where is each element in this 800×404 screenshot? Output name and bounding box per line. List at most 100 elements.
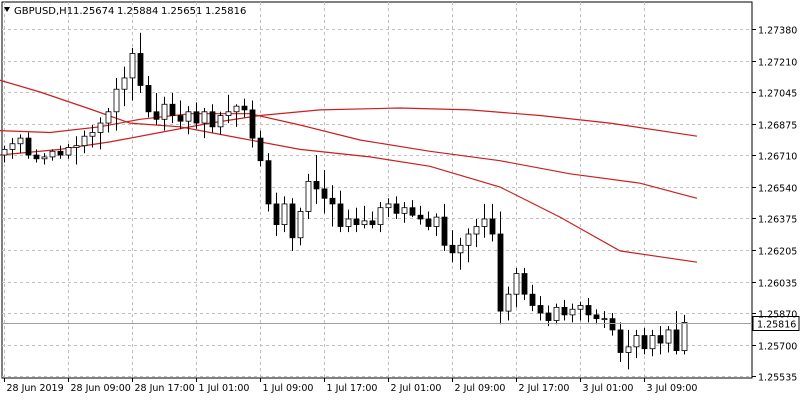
candle-body xyxy=(97,122,104,133)
candle xyxy=(129,47,136,101)
candle xyxy=(25,132,32,159)
candle-body xyxy=(289,203,296,239)
header-open: 1.25674 xyxy=(73,6,114,17)
candle xyxy=(361,205,368,229)
candle xyxy=(57,145,64,159)
y-tick-label: 1.25700 xyxy=(758,342,797,353)
candle-body xyxy=(489,218,496,235)
candle-body xyxy=(449,244,456,254)
header-symbol: GBPUSD,H1 xyxy=(14,6,73,17)
candle-body xyxy=(481,218,488,227)
candle-body xyxy=(73,145,80,148)
candle-body xyxy=(529,293,536,306)
candle xyxy=(145,76,152,118)
candle xyxy=(585,297,592,323)
candle xyxy=(521,267,528,300)
candle-body xyxy=(225,111,232,116)
candle xyxy=(625,329,632,370)
candle-body xyxy=(201,111,208,124)
y-tick-label: 1.26540 xyxy=(758,184,797,195)
candle xyxy=(473,218,480,248)
candle-body xyxy=(65,147,72,156)
candle xyxy=(569,303,576,323)
candle xyxy=(225,94,232,124)
candle xyxy=(481,203,488,238)
y-tick-label: 1.27380 xyxy=(758,26,797,37)
candle xyxy=(561,299,568,321)
candle xyxy=(265,153,272,212)
y-tick-label: 1.25870 xyxy=(758,310,797,321)
candle xyxy=(681,314,688,355)
candle-body xyxy=(505,293,512,312)
x-tick-label: 28 Jun 17:00 xyxy=(135,383,195,394)
candle xyxy=(441,203,448,251)
candle-body xyxy=(385,203,392,209)
candle-body xyxy=(633,335,640,348)
candle-body xyxy=(41,156,48,160)
candle-body xyxy=(457,244,464,254)
candle-body xyxy=(329,197,336,205)
y-tick-label: 1.27045 xyxy=(758,89,797,100)
candle xyxy=(97,117,104,150)
x-tick-label: 2 Jul 17:00 xyxy=(519,383,570,394)
x-tick-label: 3 Jul 09:00 xyxy=(647,383,698,394)
candle-body xyxy=(17,137,24,145)
candle-body xyxy=(617,329,624,353)
candle xyxy=(489,203,496,242)
candle-body xyxy=(217,115,224,128)
candle xyxy=(113,77,120,131)
x-tick-label: 1 Jul 01:00 xyxy=(199,383,250,394)
candle-body xyxy=(137,53,144,86)
candle xyxy=(33,149,40,163)
candle xyxy=(465,228,472,263)
candle-body xyxy=(665,329,672,344)
candle xyxy=(273,192,280,236)
candle-body xyxy=(105,111,112,124)
candle-body xyxy=(9,143,16,150)
candle xyxy=(545,305,552,327)
candle-body xyxy=(305,180,312,212)
candle xyxy=(457,237,464,270)
candle-body xyxy=(425,218,432,227)
candle-body xyxy=(81,135,88,147)
candle xyxy=(161,96,168,131)
candle-body xyxy=(417,214,424,220)
candle-body xyxy=(369,220,376,226)
y-tick-label: 1.26710 xyxy=(758,152,797,163)
candle-body xyxy=(577,305,584,310)
candle xyxy=(1,145,8,163)
candle xyxy=(337,190,344,233)
candle xyxy=(313,155,320,204)
candle-body xyxy=(601,318,608,321)
candle-body xyxy=(465,233,472,246)
candle xyxy=(41,153,48,165)
candle xyxy=(673,311,680,355)
candle-body xyxy=(497,233,504,312)
candle-body xyxy=(625,346,632,353)
x-tick-label: 28 Jun 09:00 xyxy=(71,383,131,394)
y-tick-label: 1.25535 xyxy=(758,373,797,384)
candle xyxy=(609,313,616,336)
candle xyxy=(553,303,560,325)
candle xyxy=(217,111,224,135)
candle-body xyxy=(249,109,256,139)
header-arrow-icon xyxy=(4,7,10,12)
candle-body xyxy=(473,226,480,235)
candle-body xyxy=(257,137,264,162)
candle xyxy=(137,32,144,93)
candle xyxy=(81,130,88,154)
candle-body xyxy=(377,207,384,226)
candle-body xyxy=(441,216,448,246)
candle xyxy=(201,108,208,139)
x-axis: 28 Jun 2019 28 Jun 09:00 28 Jun 17:00 1 Jul… xyxy=(4,378,698,394)
candle-body xyxy=(513,273,520,295)
candle xyxy=(89,124,96,148)
candle-body xyxy=(25,137,32,156)
candle-body xyxy=(313,180,320,190)
candle xyxy=(177,100,184,129)
candle xyxy=(497,211,504,325)
grid xyxy=(1,1,753,379)
candle xyxy=(505,286,512,321)
candles xyxy=(1,32,688,370)
